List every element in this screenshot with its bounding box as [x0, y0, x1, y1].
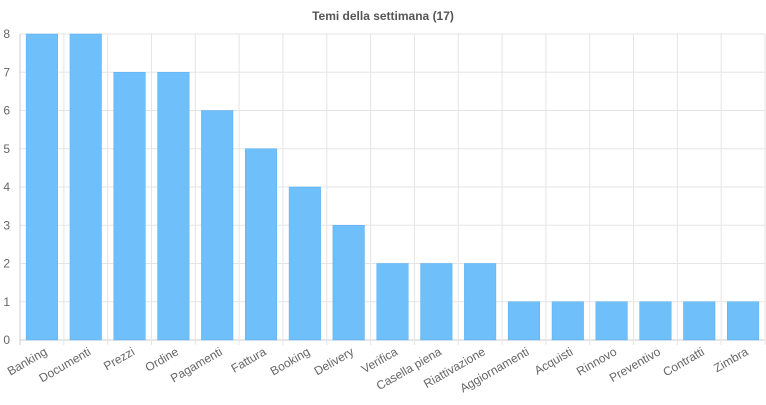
chart-title: Temi della settimana (17) [312, 9, 454, 23]
bar-preventivo[interactable] [639, 301, 672, 341]
bar-prezzi[interactable] [113, 72, 146, 341]
bar-acquisti[interactable] [551, 301, 584, 341]
bar-rinnovo[interactable] [595, 301, 628, 341]
y-axis-ticks: 0 1 2 3 4 5 6 7 8 [3, 27, 10, 347]
x-tick-label: Booking [268, 344, 313, 378]
bar-contratti[interactable] [683, 301, 716, 341]
y-tick-label: 5 [3, 142, 10, 156]
bar-casella-piena[interactable] [420, 263, 453, 341]
bars [25, 33, 760, 341]
x-tick-label: Delivery [312, 344, 357, 378]
y-tick-label: 4 [3, 180, 10, 194]
bar-verifica[interactable] [376, 263, 409, 341]
x-tick-label: Zimbra [711, 344, 751, 375]
y-tick-label: 7 [3, 65, 10, 79]
bar-banking[interactable] [25, 33, 58, 341]
bar-zimbra[interactable] [727, 301, 760, 341]
y-tick-label: 0 [3, 333, 10, 347]
bar-ordine[interactable] [157, 72, 190, 341]
bar-booking[interactable] [288, 186, 321, 341]
bar-aggiornamenti[interactable] [507, 301, 540, 341]
y-tick-label: 2 [3, 257, 10, 271]
bar-pagamenti[interactable] [201, 110, 234, 341]
x-tick-label: Acquisti [532, 344, 575, 377]
y-tick-label: 8 [3, 27, 10, 41]
x-tick-label: Fattura [229, 344, 269, 375]
bar-delivery[interactable] [332, 225, 365, 341]
bar-riattivazione[interactable] [464, 263, 497, 341]
bar-fattura[interactable] [245, 148, 278, 341]
bar-documenti[interactable] [69, 33, 102, 341]
y-tick-label: 6 [3, 104, 10, 118]
y-tick-label: 1 [3, 295, 10, 309]
y-tick-label: 3 [3, 218, 10, 232]
x-tick-label: Contratti [660, 344, 706, 379]
x-tick-label: Prezzi [101, 344, 137, 373]
